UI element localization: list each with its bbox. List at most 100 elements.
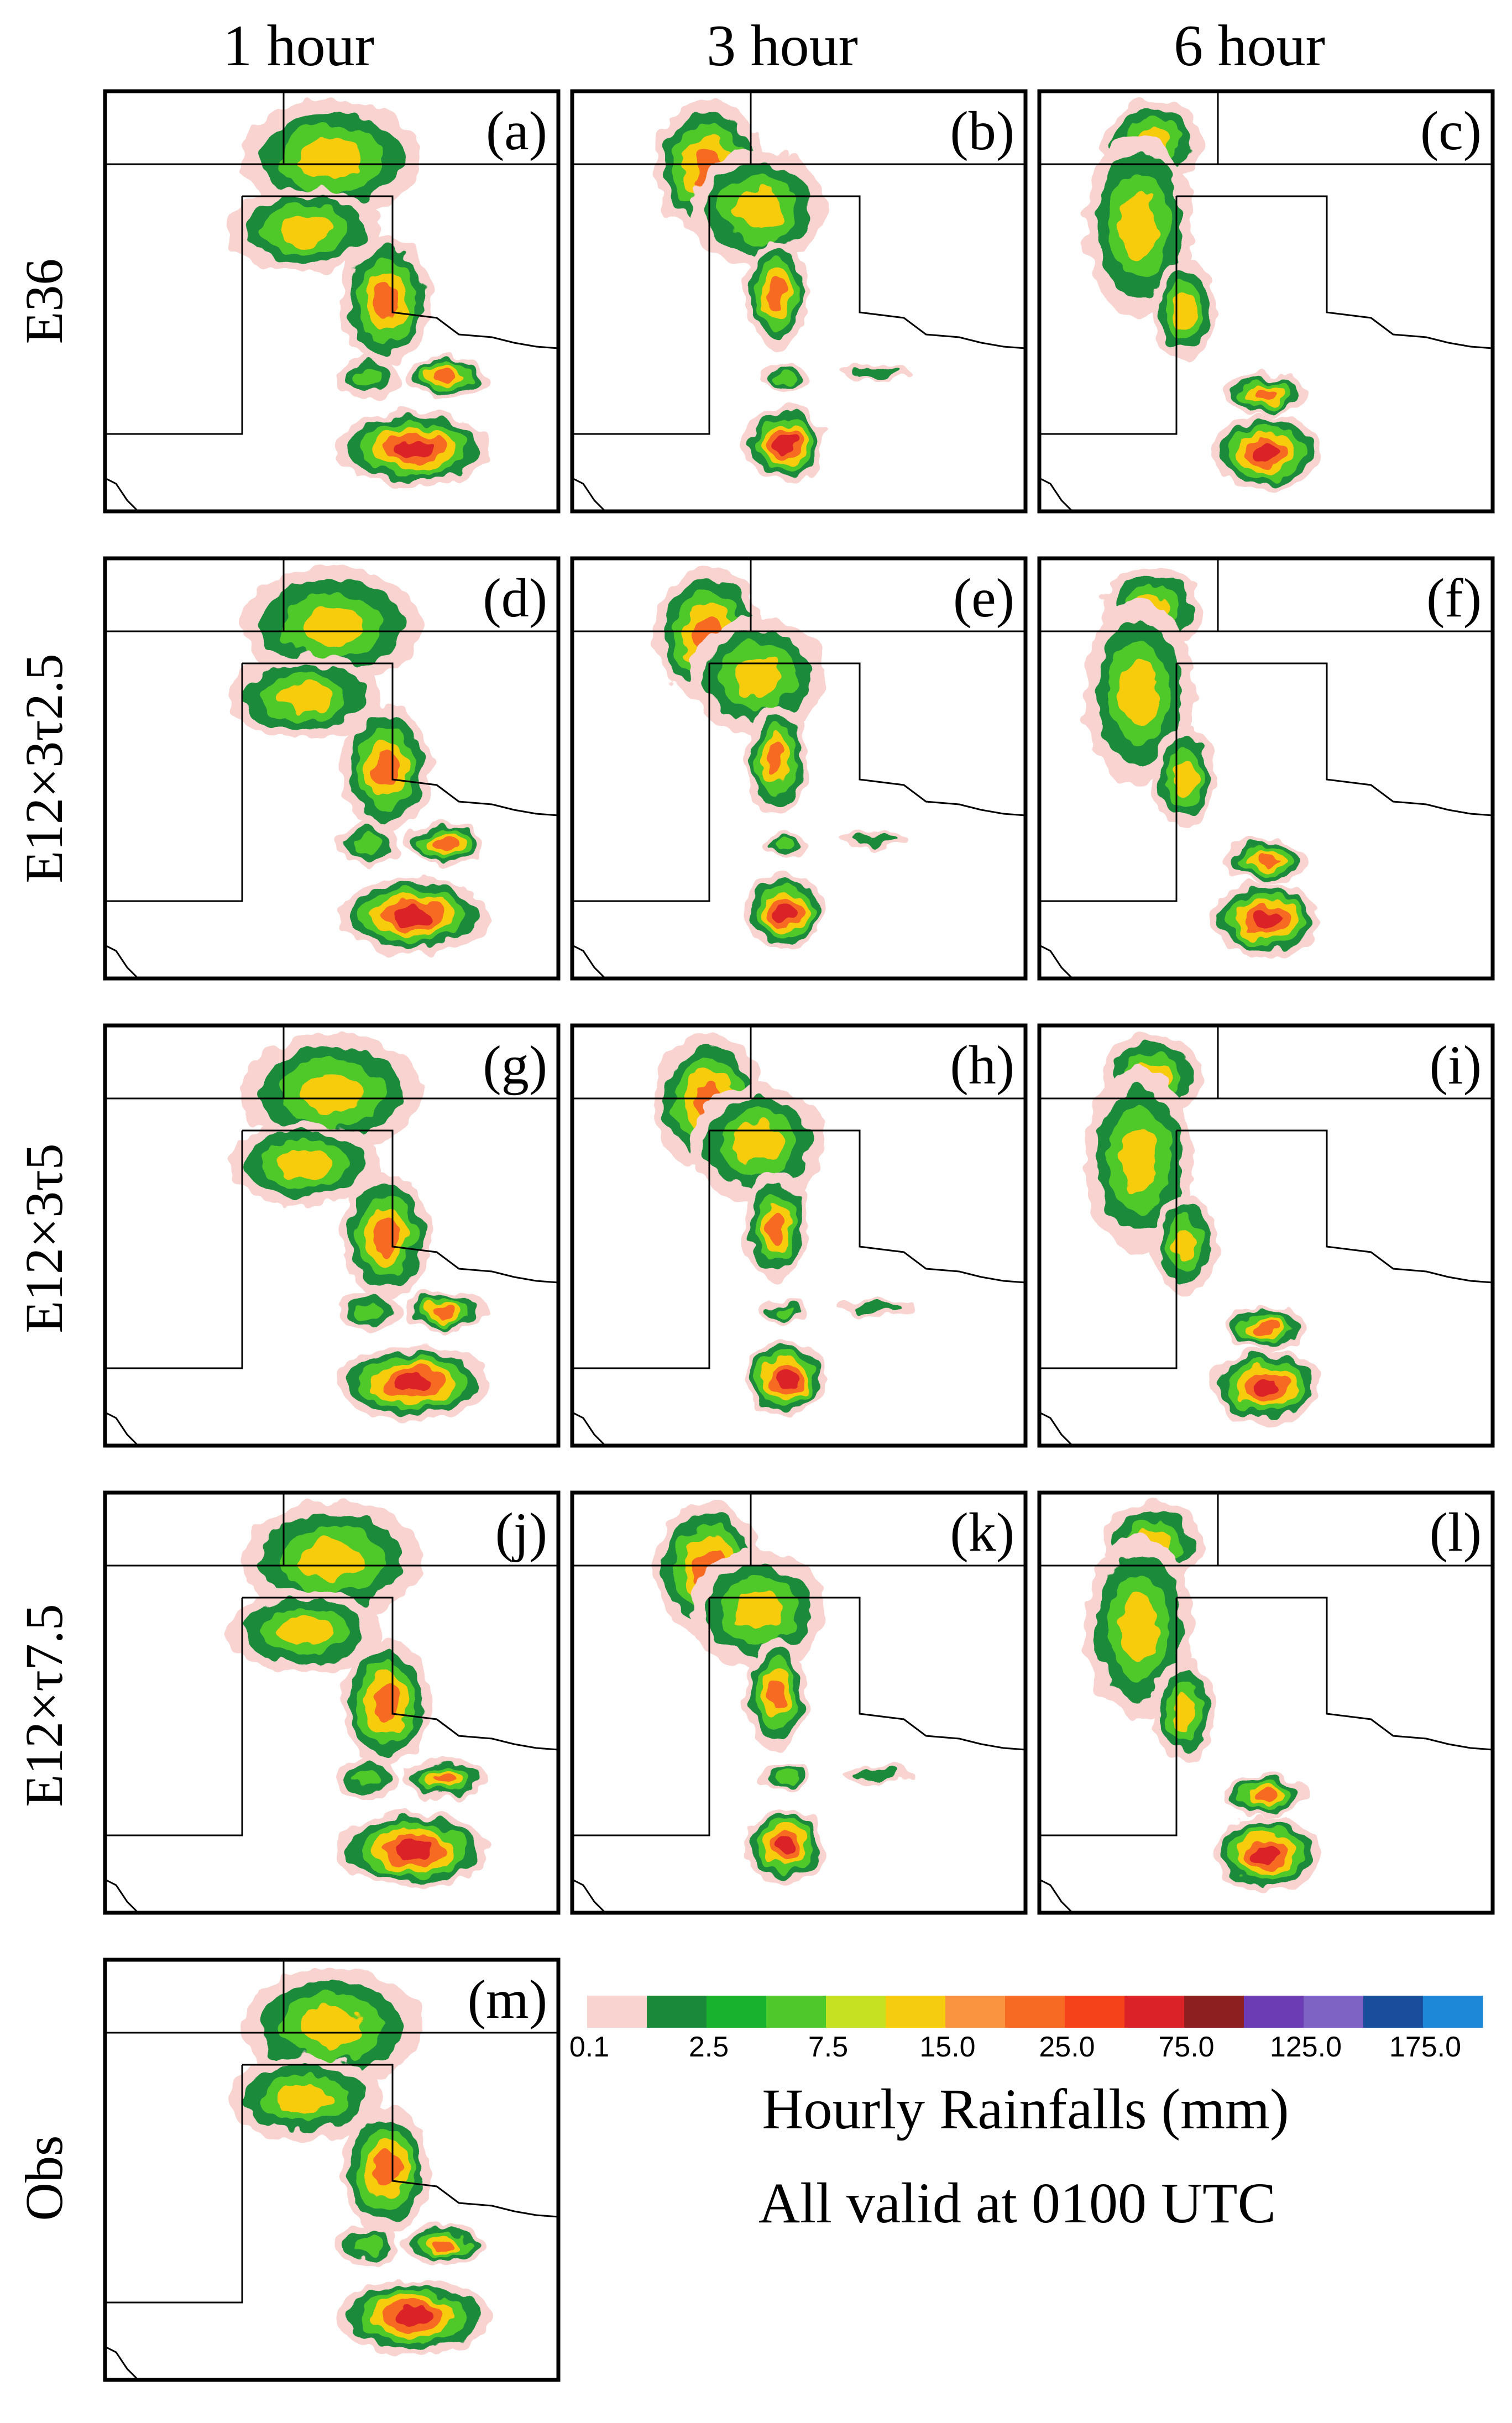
rain-cell <box>300 138 364 179</box>
panel-label: (e) <box>953 567 1014 629</box>
rainfall-field <box>653 1034 912 1416</box>
rain-cell <box>354 1768 383 1788</box>
colorbar-swatch <box>1244 1996 1304 2028</box>
rain-cell <box>354 834 383 854</box>
colorbar-swatch <box>1304 1996 1364 2028</box>
map-panel: (b) <box>570 89 1028 514</box>
rainfall-field <box>1084 1034 1321 1425</box>
column-header: 6 hour <box>1174 13 1325 78</box>
rain-cell <box>354 1301 383 1321</box>
panel-label: (f) <box>1426 567 1482 629</box>
colorbar-tick-label: 25.0 <box>1039 2031 1095 2063</box>
map-panel: (c) <box>1037 89 1495 514</box>
rainfall-field <box>653 1501 912 1883</box>
row-label: E12×3τ5 <box>14 1143 74 1333</box>
rain-cell <box>354 367 383 386</box>
rain-cell <box>278 1149 332 1179</box>
panel-label: (l) <box>1430 1501 1482 1563</box>
rainfall-field <box>653 100 912 482</box>
rain-cell <box>734 188 782 229</box>
colorbar-swatch <box>1363 1996 1424 2028</box>
colorbar-swatch <box>707 1996 767 2028</box>
rainfall-field <box>1084 567 1321 957</box>
map-panel: (g) <box>103 1023 561 1448</box>
rain-cell <box>1120 193 1158 258</box>
rain-cell <box>433 1305 457 1317</box>
colorbar-swatch <box>826 1996 886 2028</box>
panel-frame <box>1037 1023 1495 1448</box>
panel-frame <box>1037 89 1495 514</box>
panel-label: (i) <box>1430 1034 1482 1096</box>
rainfall-field <box>227 1501 490 1888</box>
rain-cell <box>1173 292 1196 327</box>
map-panel: (h) <box>570 1023 1028 1448</box>
colorbar-swatch <box>647 1996 707 2028</box>
rain-cell <box>1254 388 1278 400</box>
colorbar-tick-label: 7.5 <box>808 2031 848 2063</box>
rain-cell <box>278 2084 332 2113</box>
colorbar-swatch <box>766 1996 826 2028</box>
rain-cell <box>854 834 898 845</box>
rain-cell <box>734 655 782 697</box>
colorbar-swatch <box>587 1996 647 2028</box>
colorbar-swatch <box>1124 1996 1185 2028</box>
rain-cell <box>1253 910 1279 929</box>
row-labels: E36 E12×3τ2.5 E12×3τ5 E12×τ7.5 Obs <box>14 259 74 2221</box>
panel-frame <box>1037 556 1495 981</box>
rain-cell <box>854 1768 898 1780</box>
panel-label: (d) <box>483 567 547 629</box>
map-panel: (i) <box>1037 1023 1495 1448</box>
panel-label: (g) <box>483 1034 547 1096</box>
rainfall-field <box>227 1034 490 1421</box>
rain-cell <box>775 371 796 383</box>
panels: (a) (b) (c) (d) (e) (f) (g) (h) (i) (j) (k) (l) (m) <box>103 89 1495 2382</box>
colorbar-tick-label: 125.0 <box>1270 2031 1342 2063</box>
panel-label: (k) <box>950 1501 1014 1563</box>
rain-cell <box>1254 1322 1278 1335</box>
rain-cell <box>1254 1789 1278 1802</box>
rain-cell <box>1253 1378 1279 1396</box>
colorbar-swatch <box>1005 1996 1065 2028</box>
panel-label: (h) <box>950 1034 1014 1096</box>
rain-cell <box>1120 1595 1158 1660</box>
panel-label: (j) <box>495 1501 547 1563</box>
rain-cell <box>1254 855 1278 867</box>
rain-cell <box>1173 759 1196 794</box>
rain-cell <box>1120 1128 1158 1192</box>
panel-frame <box>103 556 561 981</box>
row-label: E36 <box>14 259 74 344</box>
rainfall-field <box>653 567 912 949</box>
row-label: E12×τ7.5 <box>14 1604 74 1807</box>
panel-label: (c) <box>1420 100 1482 161</box>
map-panel: (k) <box>570 1490 1028 1915</box>
map-panel: (j) <box>103 1490 561 1915</box>
rainfall-field <box>227 100 490 486</box>
column-headers: 1 hour 3 hour 6 hour <box>223 13 1325 78</box>
panel-label: (b) <box>950 100 1014 161</box>
rain-cell <box>300 2006 364 2048</box>
colorbar-label: Hourly Rainfalls (mm) <box>762 2077 1289 2141</box>
rain-cell <box>854 1301 898 1312</box>
map-panel: (l) <box>1037 1490 1495 1915</box>
rain-cell <box>775 1305 796 1317</box>
rainfall-field <box>227 567 490 954</box>
panel-frame <box>570 556 1028 981</box>
rain-cell <box>373 2152 399 2188</box>
rain-cell <box>775 435 796 453</box>
rain-cell <box>1120 661 1158 725</box>
rain-cell <box>373 1217 399 1254</box>
rain-cell <box>394 1840 432 1859</box>
colorbar: 0.1 2.5 7.5 15.0 25.0 75.0 125.0 175.0 <box>569 1996 1483 2063</box>
rain-cell <box>300 1539 364 1581</box>
colorbar-swatch <box>1184 1996 1244 2028</box>
column-header: 3 hour <box>707 13 858 78</box>
colorbar-swatch <box>945 1996 1006 2028</box>
rain-cell <box>734 1122 782 1164</box>
rain-cell <box>734 1589 782 1631</box>
rain-cell <box>775 1836 796 1855</box>
rain-cell <box>775 838 796 850</box>
rain-cell <box>767 744 786 776</box>
rain-cell <box>775 1772 796 1784</box>
rain-cell <box>1173 1693 1196 1729</box>
map-panel: (a) <box>103 89 561 514</box>
